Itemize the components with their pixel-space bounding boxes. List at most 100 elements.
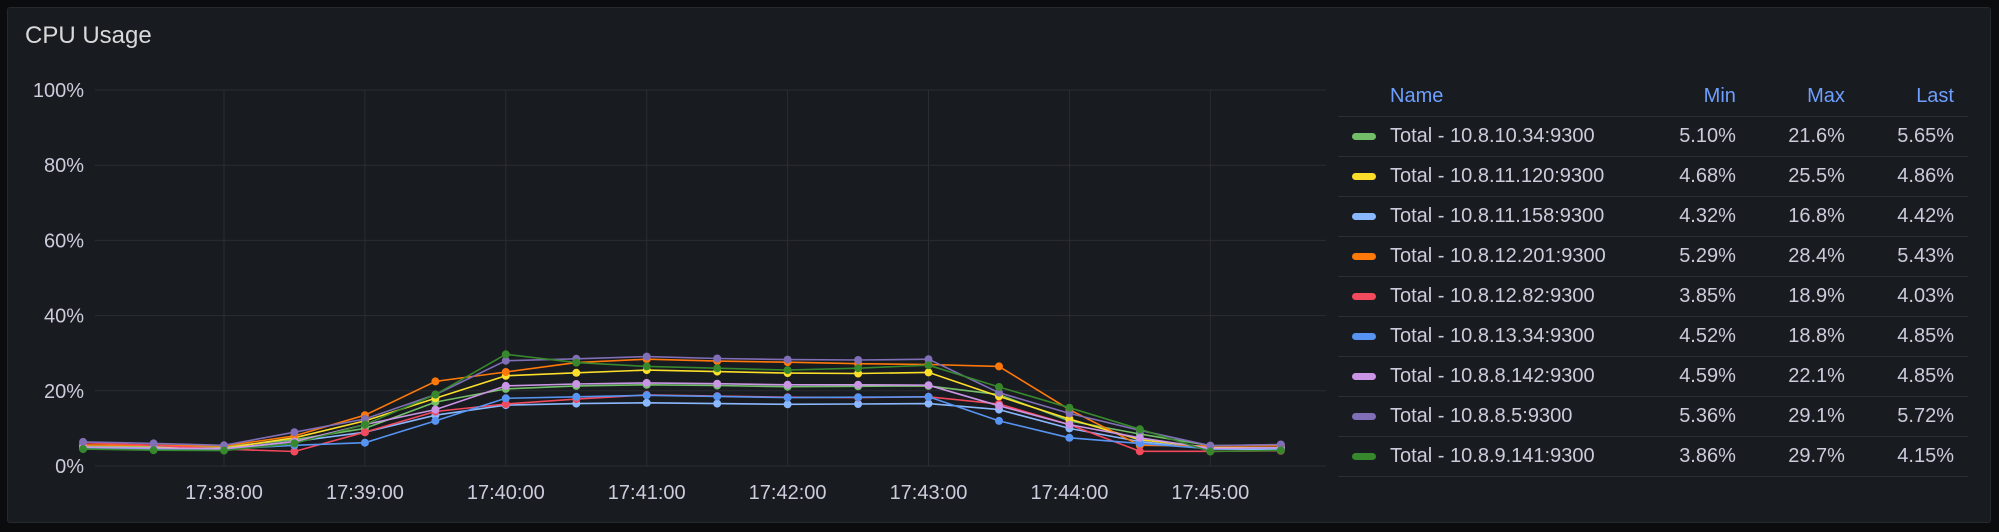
- legend-series-name[interactable]: Total - 10.8.12.82:9300: [1338, 276, 1641, 317]
- data-point[interactable]: [924, 368, 933, 377]
- data-point[interactable]: [501, 381, 510, 390]
- data-point[interactable]: [995, 383, 1003, 391]
- series-7[interactable]: [79, 378, 1285, 453]
- legend-series-name[interactable]: Total - 10.8.10.34:9300: [1338, 116, 1641, 157]
- data-point[interactable]: [431, 405, 440, 414]
- data-point[interactable]: [501, 350, 510, 359]
- legend-swatch[interactable]: [1352, 413, 1376, 421]
- legend-series-name[interactable]: Total - 10.8.13.34:9300: [1338, 316, 1641, 357]
- panel-title[interactable]: CPU Usage: [25, 22, 152, 49]
- data-point[interactable]: [501, 356, 510, 365]
- data-point[interactable]: [642, 378, 651, 387]
- data-point[interactable]: [431, 390, 440, 399]
- legend-header-max[interactable]: Max: [1749, 76, 1859, 117]
- data-point[interactable]: [854, 364, 863, 373]
- data-point[interactable]: [1135, 433, 1144, 442]
- series-line[interactable]: [83, 355, 1281, 447]
- data-point[interactable]: [1276, 446, 1285, 455]
- legend-series-name[interactable]: Total - 10.8.12.201:9300: [1338, 236, 1641, 277]
- data-point[interactable]: [360, 420, 369, 429]
- data-point[interactable]: [1065, 403, 1074, 412]
- data-point[interactable]: [713, 364, 722, 373]
- data-point[interactable]: [360, 438, 369, 447]
- data-point[interactable]: [854, 400, 863, 408]
- series-9[interactable]: [79, 350, 1285, 456]
- data-point[interactable]: [783, 400, 792, 409]
- data-point[interactable]: [713, 399, 722, 408]
- legend-swatch[interactable]: [1352, 373, 1376, 381]
- data-point[interactable]: [1135, 425, 1144, 434]
- legend-header-last[interactable]: Last: [1858, 76, 1968, 117]
- data-point[interactable]: [79, 437, 88, 446]
- data-point[interactable]: [783, 380, 792, 389]
- data-point[interactable]: [924, 399, 933, 408]
- series-line[interactable]: [83, 394, 1281, 450]
- legend-row[interactable]: Total - 10.8.12.82:9300 3.85% 18.9% 4.03%: [1338, 276, 1968, 317]
- data-point[interactable]: [995, 388, 1003, 397]
- data-point[interactable]: [572, 368, 581, 377]
- legend-swatch[interactable]: [1352, 173, 1376, 181]
- data-point[interactable]: [431, 377, 440, 386]
- legend-swatch[interactable]: [1352, 293, 1376, 301]
- data-point[interactable]: [1135, 439, 1144, 448]
- data-point[interactable]: [1135, 447, 1144, 456]
- legend-row[interactable]: Total - 10.8.9.141:9300 3.86% 29.7% 4.15%: [1338, 436, 1968, 477]
- data-point[interactable]: [924, 381, 933, 390]
- legend-header-min[interactable]: Min: [1640, 76, 1750, 117]
- legend-row[interactable]: Total - 10.8.12.201:9300 5.29% 28.4% 5.43%: [1338, 236, 1968, 277]
- legend-swatch[interactable]: [1352, 253, 1376, 261]
- data-point[interactable]: [572, 380, 581, 388]
- data-point[interactable]: [713, 392, 722, 401]
- data-point[interactable]: [854, 356, 863, 364]
- legend-row[interactable]: Total - 10.8.11.158:9300 4.32% 16.8% 4.42%: [1338, 196, 1968, 237]
- legend-row[interactable]: Total - 10.8.11.120:9300 4.68% 25.5% 4.86%: [1338, 156, 1968, 197]
- data-point[interactable]: [642, 398, 651, 407]
- data-point[interactable]: [713, 379, 722, 388]
- legend-swatch[interactable]: [1352, 453, 1376, 461]
- data-point[interactable]: [783, 355, 792, 364]
- data-point[interactable]: [149, 446, 158, 455]
- data-point[interactable]: [1065, 409, 1074, 418]
- legend-series-name[interactable]: Total - 10.8.8.142:9300: [1338, 356, 1641, 397]
- data-point[interactable]: [642, 352, 651, 361]
- chart-series[interactable]: [79, 350, 1285, 456]
- data-point[interactable]: [713, 354, 722, 363]
- series-line[interactable]: [83, 382, 1281, 450]
- data-point[interactable]: [290, 447, 299, 456]
- data-point[interactable]: [924, 361, 933, 370]
- data-point[interactable]: [783, 366, 792, 375]
- data-point[interactable]: [642, 391, 651, 400]
- series-line[interactable]: [83, 369, 1281, 450]
- legend-row[interactable]: Total - 10.8.8.5:9300 5.36% 29.1% 5.72%: [1338, 396, 1968, 437]
- data-point[interactable]: [572, 358, 581, 367]
- data-point[interactable]: [924, 355, 933, 364]
- data-point[interactable]: [501, 400, 510, 408]
- legend-swatch[interactable]: [1352, 333, 1376, 341]
- series-line[interactable]: [83, 353, 1281, 453]
- legend-row[interactable]: Total - 10.8.13.34:9300 4.52% 18.8% 4.85%: [1338, 316, 1968, 357]
- data-point[interactable]: [1065, 420, 1074, 429]
- data-point[interactable]: [783, 393, 792, 402]
- data-point[interactable]: [1276, 440, 1285, 449]
- data-point[interactable]: [1206, 447, 1215, 456]
- legend-header-name[interactable]: Name: [1338, 76, 1641, 117]
- data-point[interactable]: [290, 439, 299, 448]
- data-point[interactable]: [360, 428, 369, 437]
- data-point[interactable]: [995, 401, 1003, 410]
- data-point[interactable]: [1065, 433, 1074, 442]
- legend-series-name[interactable]: Total - 10.8.11.158:9300: [1338, 196, 1641, 237]
- data-point[interactable]: [995, 362, 1003, 371]
- data-point[interactable]: [572, 392, 581, 401]
- legend-row[interactable]: Total - 10.8.8.142:9300 4.59% 22.1% 4.85%: [1338, 356, 1968, 397]
- data-point[interactable]: [79, 445, 88, 454]
- legend-series-name[interactable]: Total - 10.8.11.120:9300: [1338, 156, 1641, 197]
- legend-series-name[interactable]: Total - 10.8.9.141:9300: [1338, 436, 1641, 477]
- data-point[interactable]: [360, 415, 369, 423]
- data-point[interactable]: [1065, 415, 1074, 423]
- data-point[interactable]: [642, 362, 651, 371]
- data-point[interactable]: [431, 416, 440, 425]
- data-point[interactable]: [995, 416, 1003, 425]
- data-point[interactable]: [290, 428, 299, 437]
- data-point[interactable]: [1206, 441, 1215, 450]
